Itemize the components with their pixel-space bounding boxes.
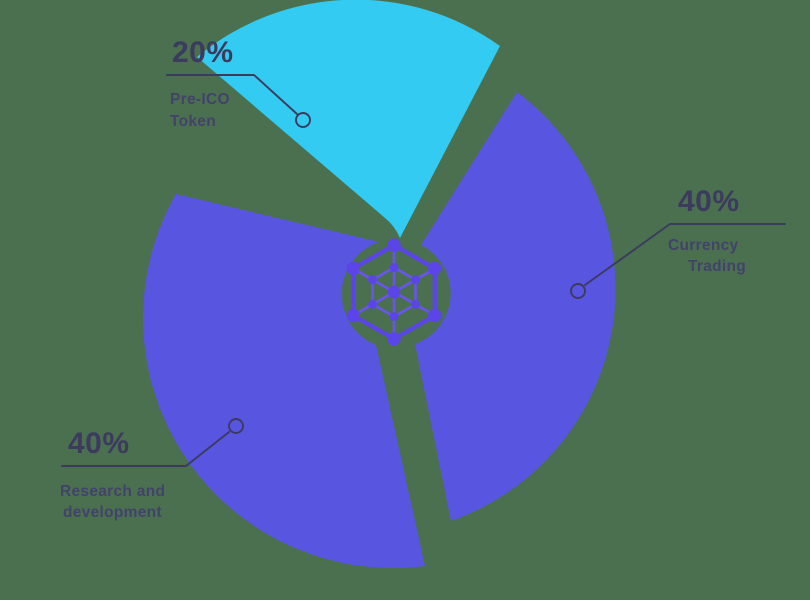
callout-leader-line-research-and-development <box>61 431 230 467</box>
pie-slices <box>143 0 616 569</box>
callout-percent-pre-ico-token: 20% <box>172 36 234 69</box>
callout-pre-ico-token[interactable]: 20% Pre-ICO Token <box>166 36 311 130</box>
callout-label-line2-research-and-development: development <box>63 504 162 521</box>
callout-label-line1-currency-trading: Currency <box>668 237 739 254</box>
callout-percent-currency-trading: 40% <box>678 185 740 218</box>
pie-slice-currency-trading[interactable] <box>415 92 616 521</box>
callout-marker-currency-trading <box>570 283 586 299</box>
callout-research-and-development[interactable]: 40% Research and development <box>60 418 244 521</box>
callout-label-line2-pre-ico-token: Token <box>170 113 216 130</box>
callout-marker-pre-ico-token <box>295 112 311 128</box>
callout-label-line1-pre-ico-token: Pre-ICO <box>170 91 230 108</box>
callout-leader-line-pre-ico-token <box>166 74 298 115</box>
pie-slice-pre-ico-token[interactable] <box>197 0 500 238</box>
pie-slice-research-and-development[interactable] <box>143 194 425 569</box>
hexagon-network-icon <box>346 238 442 346</box>
callout-label-line1-research-and-development: Research and <box>60 483 165 500</box>
callout-marker-research-and-development <box>228 418 244 434</box>
callout-percent-research-and-development: 40% <box>68 427 130 460</box>
callout-currency-trading[interactable]: 40% Currency Trading <box>570 185 786 299</box>
callout-label-line2-currency-trading: Trading <box>688 258 746 275</box>
callout-leader-line-currency-trading <box>584 223 786 286</box>
